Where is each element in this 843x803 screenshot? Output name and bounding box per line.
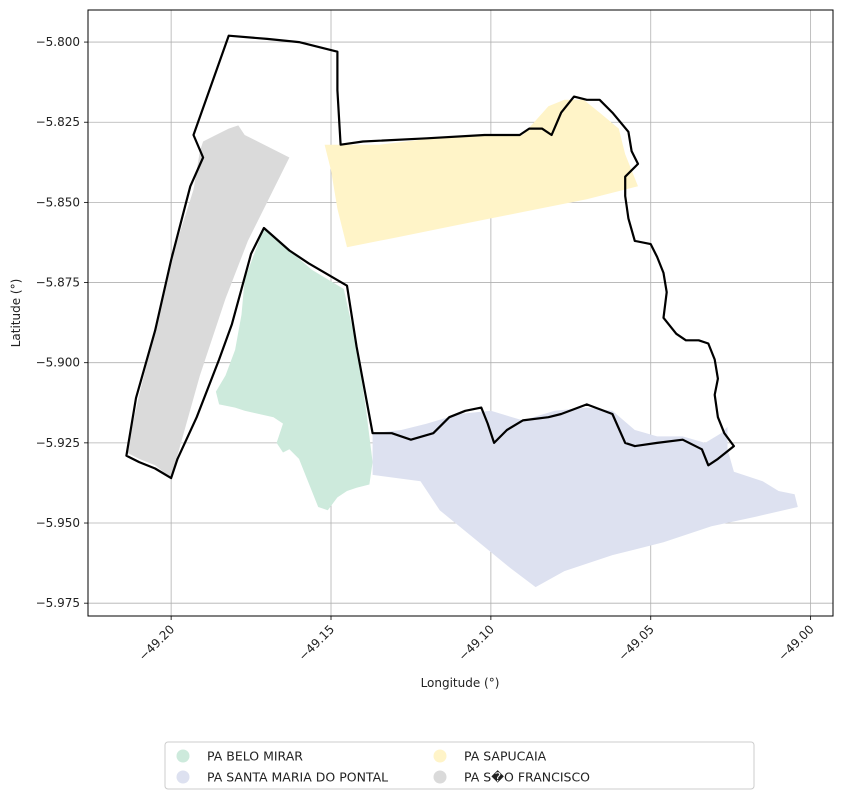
legend-label: PA BELO MIRAR [207,749,303,764]
legend-box [164,741,755,790]
legend-marker [176,770,190,784]
y-axis-label: Latitude (°) [9,279,23,348]
legend-marker [176,749,190,763]
x-axis-label: Longitude (°) [421,676,500,690]
y-tick-label: −5.850 [36,195,80,209]
region-polygons [126,99,798,588]
boundary-outline [125,34,736,480]
legend-marker [433,749,447,763]
legend-label: PA SANTA MARIA DO PONTAL [207,770,388,785]
region-pa-s-o-francisco [126,125,290,479]
region-pa-sapucaia [324,99,638,248]
legend-label: PA S�O FRANCISCO [464,770,590,785]
y-tick-label: −5.825 [36,115,80,129]
y-tick-label: −5.950 [36,516,80,530]
y-tick-label: −5.975 [36,596,80,610]
y-tick-label: −5.875 [36,276,80,290]
legend-entries: PA BELO MIRAR PA SANTA MARIA DO PONTAL PA … [176,749,590,785]
axes-frame [87,9,834,617]
outline-boundary [125,34,736,480]
region-pa-belo-mirar [215,228,373,511]
region-pa-santa-maria-do-pontal [372,407,798,588]
y-axis-ticks: −5.800 −5.825 −5.850 −5.875 −5.900 −5.925 −5.9… [36,35,88,610]
y-tick-label: −5.800 [36,35,80,49]
legend: PA BELO MIRAR PA SANTA MARIA DO PONTAL PA … [164,741,755,790]
legend-label: PA SAPUCAIA [464,749,547,764]
y-tick-label: −5.925 [36,436,80,450]
y-tick-label: −5.900 [36,356,80,370]
legend-marker [433,770,447,784]
